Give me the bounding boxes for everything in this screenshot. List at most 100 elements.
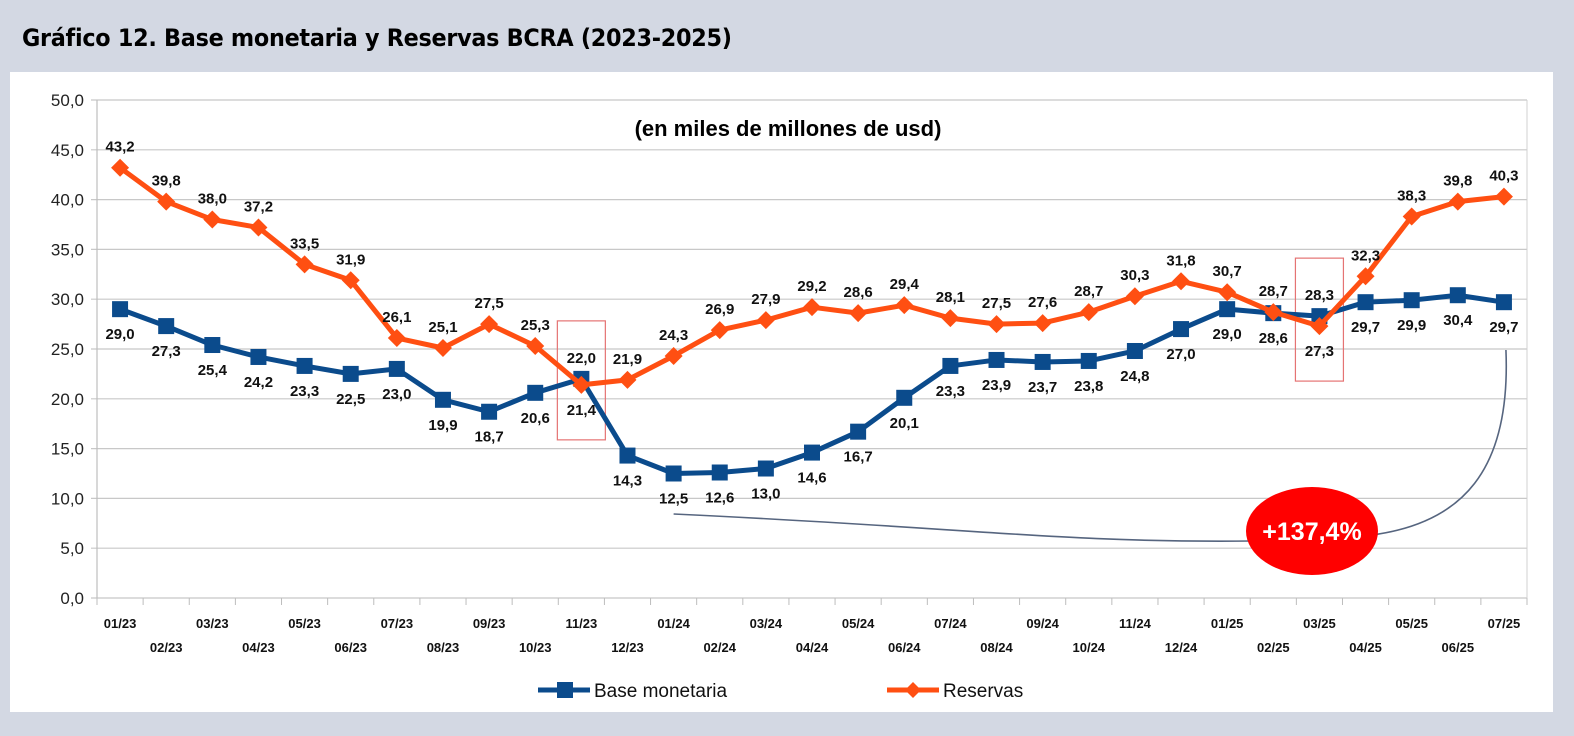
- data-point: [1125, 287, 1144, 306]
- data-label: 23,3: [290, 383, 319, 400]
- x-tick-label: 02/24: [703, 640, 736, 655]
- data-label: 27,9: [751, 291, 780, 308]
- badge-text: +137,4%: [1262, 518, 1361, 546]
- data-point: [1264, 303, 1283, 322]
- gridlines: [91, 99, 1528, 599]
- data-point: [618, 370, 637, 389]
- data-point: [1357, 294, 1374, 311]
- data-point: [804, 444, 820, 461]
- data-label: 27,3: [1305, 343, 1334, 360]
- data-label: 21,9: [613, 351, 642, 368]
- x-tick-label: 08/24: [980, 640, 1013, 655]
- x-tick-label: 03/25: [1303, 616, 1336, 631]
- data-label: 27,0: [1166, 346, 1195, 363]
- data-label: 12,6: [705, 490, 734, 507]
- data-label: 39,8: [152, 173, 181, 190]
- x-tick-label: 04/24: [796, 640, 829, 655]
- chart-subtitle: (en miles de millones de usd): [635, 116, 942, 141]
- data-label: 28,7: [1259, 283, 1288, 300]
- x-tick-label: 11/23: [565, 616, 597, 631]
- data-point: [1173, 321, 1190, 338]
- x-tick-label: 11/24: [1119, 616, 1152, 631]
- x-tick-label: 04/25: [1349, 640, 1382, 655]
- series-base-monetaria: [112, 287, 1512, 482]
- data-point: [895, 296, 914, 315]
- x-tick-label: 10/23: [519, 640, 552, 655]
- data-label: 24,8: [1120, 368, 1149, 385]
- data-point: [665, 465, 682, 482]
- data-labels: 29,0 27,3 25,4 24,2 23,3 22,5 23,0 19,9 18,7 20,6…: [105, 139, 1518, 508]
- data-label: 23,0: [382, 386, 411, 403]
- badge-circle: [1246, 487, 1378, 575]
- data-point: [572, 375, 591, 394]
- x-tick-label: 03/24: [750, 616, 783, 631]
- legend-item-base-monetaria: Base monetaria: [538, 681, 728, 702]
- data-point: [481, 403, 498, 420]
- legend-label: Base monetaria: [594, 681, 728, 702]
- data-label: 27,6: [1028, 294, 1057, 311]
- data-point: [664, 346, 683, 365]
- data-label: 26,9: [705, 301, 734, 318]
- data-point: [250, 348, 267, 365]
- x-tick-label: 05/25: [1395, 616, 1428, 631]
- data-point: [295, 255, 314, 274]
- data-label: 29,9: [1397, 317, 1426, 334]
- data-label: 25,3: [521, 317, 550, 334]
- data-point: [111, 158, 130, 177]
- growth-badge: +137,4%: [1246, 487, 1378, 575]
- data-point: [850, 423, 867, 440]
- data-label: 38,3: [1397, 188, 1426, 205]
- data-point: [388, 360, 405, 377]
- data-point: [1403, 292, 1420, 309]
- data-point: [1495, 294, 1512, 311]
- data-label: 31,9: [336, 251, 365, 268]
- x-tick-label: 09/24: [1026, 616, 1059, 631]
- data-point: [1034, 353, 1051, 370]
- data-point: [1494, 187, 1513, 206]
- legend-item-reservas: Reservas: [887, 681, 1023, 702]
- data-label: 29,0: [1213, 326, 1242, 343]
- data-point: [1448, 192, 1467, 211]
- data-label: 13,0: [751, 486, 780, 503]
- data-point: [756, 311, 775, 330]
- data-label: 29,4: [890, 276, 920, 293]
- legend-marker: [905, 682, 921, 698]
- x-tick-label: 08/23: [427, 640, 460, 655]
- x-axis-ticks: 01/23 02/23 03/23 04/23 05/23 06/23 07/23 08/23…: [96, 598, 1528, 655]
- data-label: 28,3: [1305, 287, 1334, 304]
- data-label: 25,1: [428, 319, 457, 336]
- x-tick-label: 01/23: [104, 616, 137, 631]
- chart-panel: [10, 72, 1553, 712]
- data-point: [342, 365, 359, 382]
- data-label: 16,7: [844, 449, 873, 466]
- data-point: [987, 315, 1006, 334]
- x-tick-label: 10/24: [1073, 640, 1106, 655]
- legend-label: Reservas: [943, 681, 1023, 702]
- y-axis-ticks: 0,0 5,0 10,0 15,0 20,0 25,0 30,0 35,0 40,0 45,0 50…: [51, 91, 84, 608]
- data-label: 31,8: [1166, 252, 1195, 269]
- data-label: 12,5: [659, 491, 688, 508]
- data-label: 39,8: [1443, 173, 1472, 190]
- data-label: 19,9: [428, 417, 457, 434]
- data-label: 23,9: [982, 377, 1011, 394]
- data-point: [204, 337, 221, 354]
- data-label: 21,4: [567, 402, 597, 419]
- data-point: [1079, 303, 1098, 322]
- data-label: 27,5: [982, 295, 1011, 312]
- legend: Base monetaria Reservas: [538, 681, 1023, 702]
- data-point: [527, 384, 544, 401]
- y-tick-label: 10,0: [51, 489, 84, 508]
- data-point: [249, 218, 268, 237]
- y-tick-label: 40,0: [51, 191, 84, 210]
- data-point: [1219, 301, 1236, 318]
- data-label: 23,8: [1074, 378, 1103, 395]
- y-tick-label: 20,0: [51, 390, 84, 409]
- y-tick-label: 35,0: [51, 240, 84, 259]
- data-label: 43,2: [105, 139, 134, 156]
- data-point: [203, 210, 222, 229]
- x-tick-label: 07/24: [934, 616, 967, 631]
- data-label: 23,3: [936, 383, 965, 400]
- data-label: 26,1: [382, 309, 411, 326]
- x-tick-label: 12/23: [611, 640, 644, 655]
